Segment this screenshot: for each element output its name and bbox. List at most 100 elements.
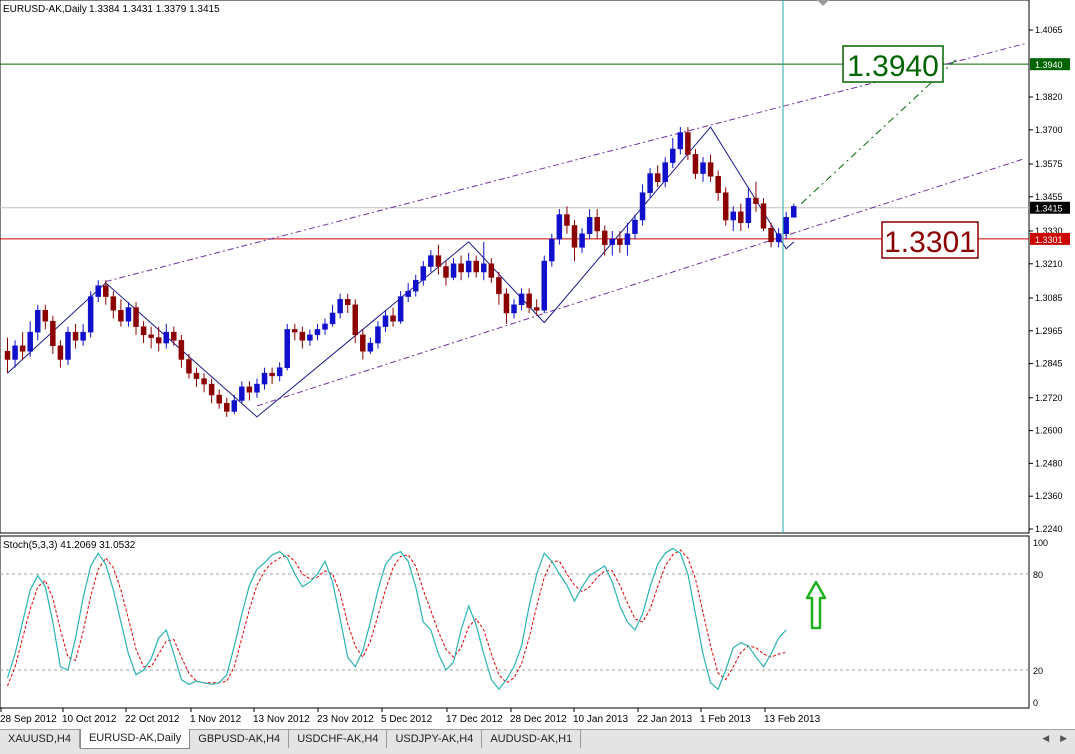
tab-xauusd-h4[interactable]: XAUUSD,H4: [0, 730, 80, 748]
projection-line[interactable]: [800, 58, 958, 204]
price-tick-label: 1.2240: [1035, 524, 1063, 534]
tab-audusd-h1[interactable]: AUDUSD-AK,H1: [482, 730, 582, 748]
price-tick-label: 1.3820: [1035, 92, 1063, 102]
candle-body: [34, 310, 41, 333]
candle-body: [390, 315, 396, 322]
time-tick-label: 22 Oct 2012: [125, 714, 180, 725]
candle-body: [216, 394, 222, 404]
candle-body: [556, 214, 563, 240]
candle-body: [738, 211, 744, 224]
candle-body: [586, 217, 593, 234]
candle-body: [299, 331, 306, 341]
time-tick-label: 5 Dec 2012: [381, 714, 433, 725]
stoch-main-line: [6, 547, 787, 691]
support-label-box[interactable]: 1.3301: [881, 221, 979, 259]
candle-body: [654, 173, 661, 183]
chart-area[interactable]: 1.4065 1.3940 1.3820 1.3700 1.3575 1.3455 1.34…: [0, 0, 1075, 729]
scroll-marker-icon: [817, 0, 829, 6]
ohlc-readout: 1.3384 1.3431 1.3379 1.3415: [89, 4, 220, 15]
tab-usdchf-h4[interactable]: USDCHF-AK,H4: [289, 730, 388, 748]
target-label-box[interactable]: 1.3940: [842, 45, 944, 83]
candle-body: [171, 331, 177, 341]
stoch-tick-label: 0: [1033, 698, 1038, 708]
candle-body: [443, 266, 449, 278]
tab-scroll-arrows-icon[interactable]: ◀ ▶: [1042, 734, 1071, 744]
candle-body: [458, 263, 464, 273]
candle-body: [564, 214, 570, 226]
tab-usdjpy-h4[interactable]: USDJPY-AK,H4: [387, 730, 483, 748]
candle-body: [420, 266, 427, 281]
candle-body: [186, 359, 192, 374]
price-tick-label: 1.2720: [1035, 393, 1063, 403]
current-price-tick-label: 1.3415: [1035, 204, 1063, 214]
candle-body: [783, 217, 789, 234]
candle-body: [261, 372, 268, 385]
candle-body: [80, 331, 86, 341]
candle-body: [12, 345, 18, 360]
candle-body: [352, 304, 359, 336]
candle-body: [760, 203, 767, 229]
candle-body: [549, 238, 555, 262]
candle-body: [292, 329, 298, 333]
candle-body: [571, 225, 578, 248]
candle-body: [518, 293, 525, 306]
candle-body: [768, 227, 774, 243]
candle-body: [246, 386, 253, 393]
candle-body: [19, 345, 26, 352]
candle-body: [790, 206, 797, 218]
symbol-tab-bar: XAUUSD,H4 EURUSD-AK,Daily GBPUSD-AK,H4 U…: [0, 729, 1075, 754]
channel-lower-line[interactable]: [256, 158, 1026, 407]
stoch-tick-label: 80: [1033, 570, 1043, 580]
time-tick-label: 28 Dec 2012: [510, 714, 567, 725]
candle-body: [397, 296, 404, 322]
candle-body: [307, 334, 313, 341]
channel-upper-line[interactable]: [105, 43, 1026, 283]
candle-body: [103, 285, 109, 297]
candle-body: [594, 217, 600, 232]
candle-body: [541, 260, 548, 311]
time-tick-label: 1 Feb 2013: [700, 714, 751, 725]
candle-body: [435, 255, 442, 267]
stoch-signal-line: [7, 549, 787, 687]
price-tick-label: 1.2965: [1035, 326, 1063, 336]
tab-gbpusd-h4[interactable]: GBPUSD-AK,H4: [190, 730, 290, 748]
candle-body: [647, 173, 653, 193]
candle-body: [125, 307, 132, 322]
candle-body: [140, 326, 147, 336]
candle-body: [715, 176, 721, 193]
price-tick-label: 1.3455: [1035, 192, 1063, 202]
candle-body: [526, 293, 532, 308]
candle-body: [601, 230, 608, 245]
candle-body: [609, 238, 616, 245]
candle-body: [95, 285, 101, 297]
candle-body: [208, 383, 215, 396]
tab-eurusd-daily[interactable]: EURUSD-AK,Daily: [79, 729, 191, 749]
candle-body: [428, 255, 434, 267]
candle-body: [473, 260, 479, 273]
candle-body: [692, 154, 699, 174]
candle-body: [4, 351, 11, 360]
price-tick-label: 1.2480: [1035, 458, 1063, 468]
candle-body: [57, 345, 64, 360]
support-label-text: 1.3301: [884, 226, 976, 259]
stoch-panel: [0, 535, 1030, 709]
candle-body: [412, 279, 419, 292]
candle-body: [730, 211, 737, 221]
candle-body: [775, 233, 782, 243]
candle-body: [322, 323, 328, 330]
candle-body: [254, 383, 260, 393]
candle-body: [50, 320, 56, 347]
candle-body: [624, 233, 631, 245]
candle-body: [511, 304, 517, 314]
support-price-badge: [1030, 232, 1070, 245]
candle-body: [65, 331, 71, 360]
candle-body: [662, 162, 668, 183]
candle-body: [677, 132, 684, 150]
candle-body: [329, 312, 336, 325]
stoch-tick-label: 100: [1033, 538, 1048, 548]
candle-body: [405, 290, 411, 297]
stoch-title: Stoch(5,3,3) 41.2069 31.0532: [3, 540, 136, 551]
price-panel: [0, 0, 1030, 534]
candle-body: [367, 342, 374, 352]
stoch-tick-label: 20: [1033, 666, 1043, 676]
